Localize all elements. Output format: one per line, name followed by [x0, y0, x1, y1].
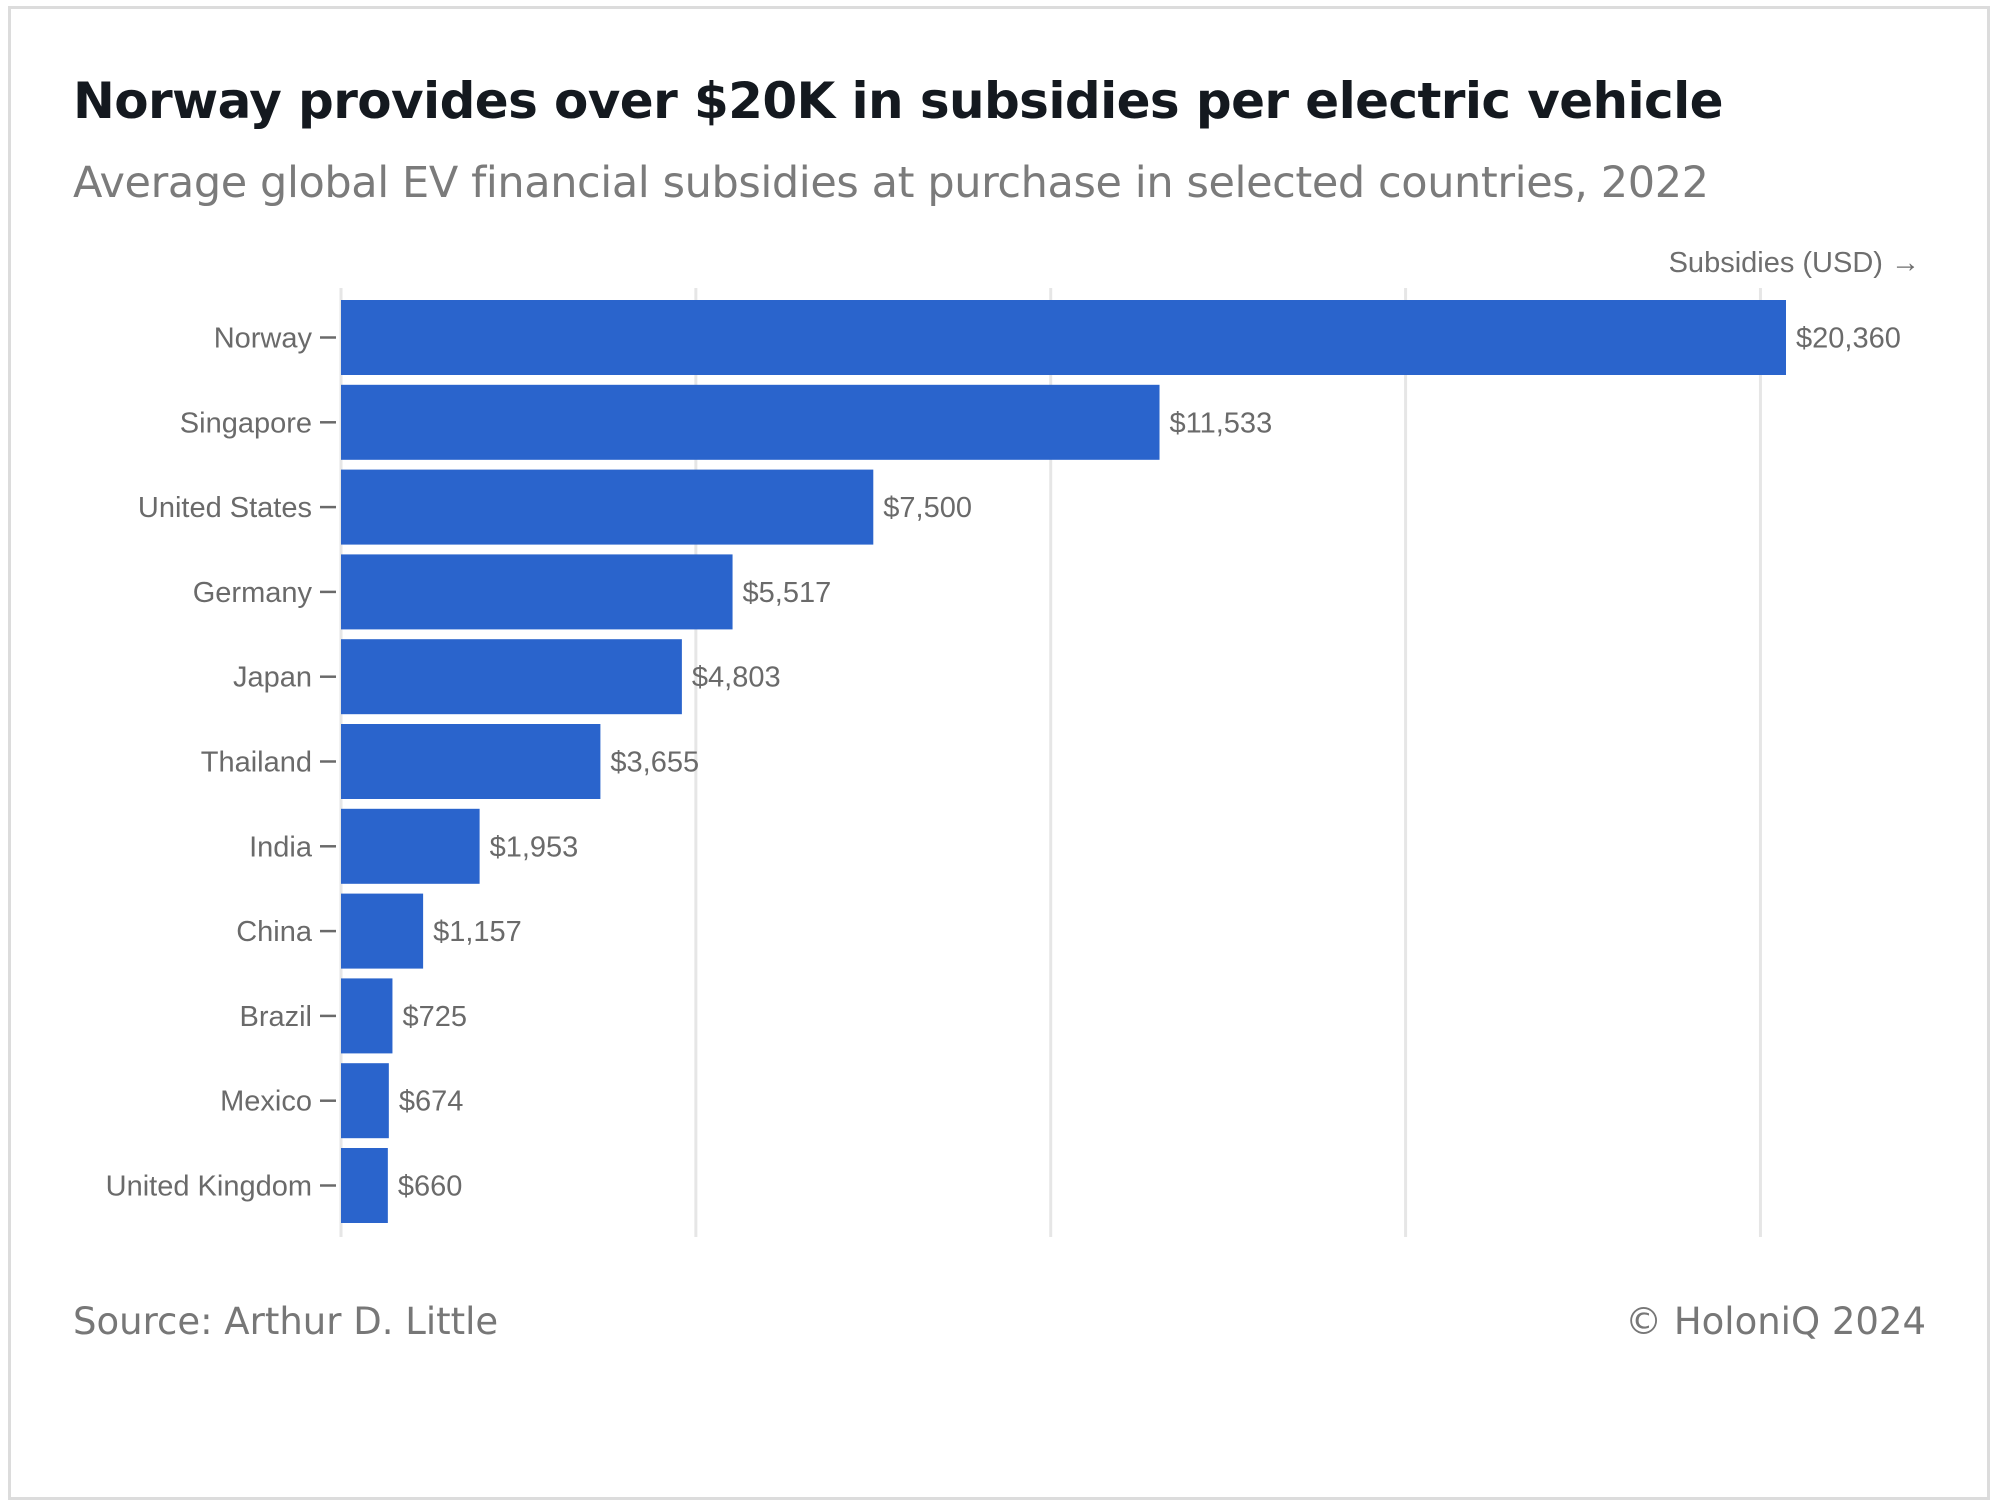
bar — [341, 639, 682, 715]
y-axis-ticks — [320, 336, 336, 1187]
category-label: Thailand — [201, 747, 312, 779]
category-label: Singapore — [180, 407, 312, 439]
data-label: $3,655 — [610, 747, 699, 779]
bar — [341, 808, 480, 884]
category-label: United Kingdom — [106, 1171, 312, 1203]
labels: Norway $20,360 Singapore $11,533 United Stat… — [106, 323, 1901, 1203]
data-label: $11,533 — [1170, 407, 1273, 439]
source-note: Source: Arthur D. Little — [73, 1300, 499, 1343]
bar — [341, 724, 601, 799]
category-label: Norway — [214, 323, 313, 355]
data-label: $725 — [402, 1001, 467, 1033]
data-label: $1,157 — [433, 916, 522, 948]
category-label: United States — [138, 492, 312, 524]
category-label: China — [236, 916, 313, 948]
data-label: $7,500 — [883, 492, 972, 524]
category-label: Brazil — [239, 1001, 312, 1033]
bar — [341, 300, 1786, 375]
bars — [341, 300, 1786, 1223]
category-label: Germany — [193, 577, 313, 609]
category-label: Mexico — [220, 1086, 312, 1118]
bar — [341, 1148, 388, 1223]
bar — [341, 469, 874, 545]
data-label: $660 — [398, 1171, 463, 1203]
data-label: $20,360 — [1796, 323, 1901, 355]
data-label: $674 — [399, 1086, 464, 1118]
bar — [341, 554, 733, 630]
data-label: $4,803 — [692, 662, 781, 694]
chart-subtitle: Average global EV financial subsidies at… — [73, 158, 1709, 208]
bar — [341, 384, 1160, 460]
bar — [341, 1063, 389, 1139]
category-label: India — [249, 831, 313, 863]
x-axis-title: Subsidies (USD) → — [1669, 247, 1920, 279]
data-label: $1,953 — [490, 831, 579, 863]
chart-card — [8, 6, 1990, 1500]
copyright-note: © HoloniQ 2024 — [1625, 1300, 1926, 1343]
chart-title: Norway provides over $20K in subsidies p… — [73, 72, 1724, 130]
bar — [341, 978, 393, 1054]
category-label: Japan — [233, 662, 312, 694]
data-label: $5,517 — [743, 577, 832, 609]
bar — [341, 893, 424, 969]
